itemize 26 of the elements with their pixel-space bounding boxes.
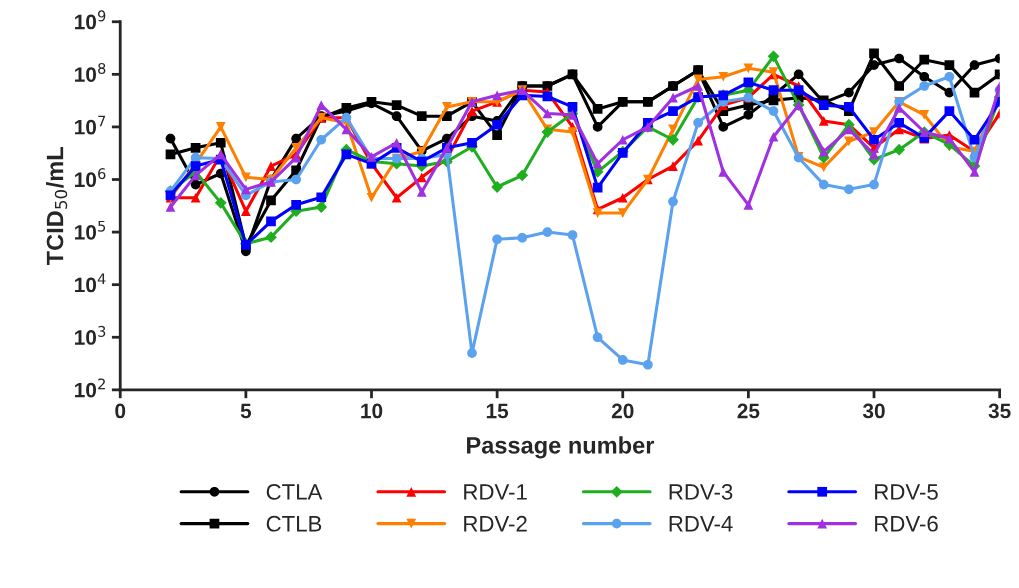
x-axis-title: Passage number bbox=[467, 436, 655, 459]
legend-label: RDV-1 bbox=[464, 484, 527, 500]
y-tick-label: 10$^{2}$ bbox=[75, 378, 105, 398]
y-tick-label: 10$^{6}$ bbox=[75, 168, 106, 188]
y-tick-label: 10$^{8}$ bbox=[75, 62, 106, 82]
x-tick-label: 15 bbox=[486, 403, 509, 419]
legend-label: RDV-3 bbox=[669, 484, 733, 500]
x-tick-label: 10 bbox=[361, 403, 383, 419]
legend-label: RDV-5 bbox=[875, 484, 938, 500]
x-tick-label: 35 bbox=[988, 403, 1011, 419]
y-tick-label: 10$^{4}$ bbox=[75, 273, 106, 293]
legend-label: CTLB bbox=[266, 515, 322, 532]
legend-label: CTLA bbox=[266, 484, 323, 500]
x-tick-label: 30 bbox=[862, 403, 885, 419]
legend-label: RDV-6 bbox=[875, 515, 938, 532]
x-tick-label: 5 bbox=[240, 403, 252, 419]
y-tick-label: 10$^{5}$ bbox=[75, 220, 106, 240]
legend-label: RDV-2 bbox=[464, 515, 527, 532]
x-tick-label: 0 bbox=[115, 403, 126, 419]
y-tick-label: 10$^{9}$ bbox=[75, 10, 106, 30]
y-tick-label: 10$^{3}$ bbox=[75, 325, 106, 345]
x-tick-label: 20 bbox=[611, 403, 634, 419]
legend-label: RDV-4 bbox=[669, 516, 733, 532]
x-tick-label: 25 bbox=[737, 403, 760, 419]
y-tick-label: 10$^{7}$ bbox=[75, 115, 106, 135]
y-axis-title: TCID$_{50}$/mL bbox=[46, 147, 68, 266]
